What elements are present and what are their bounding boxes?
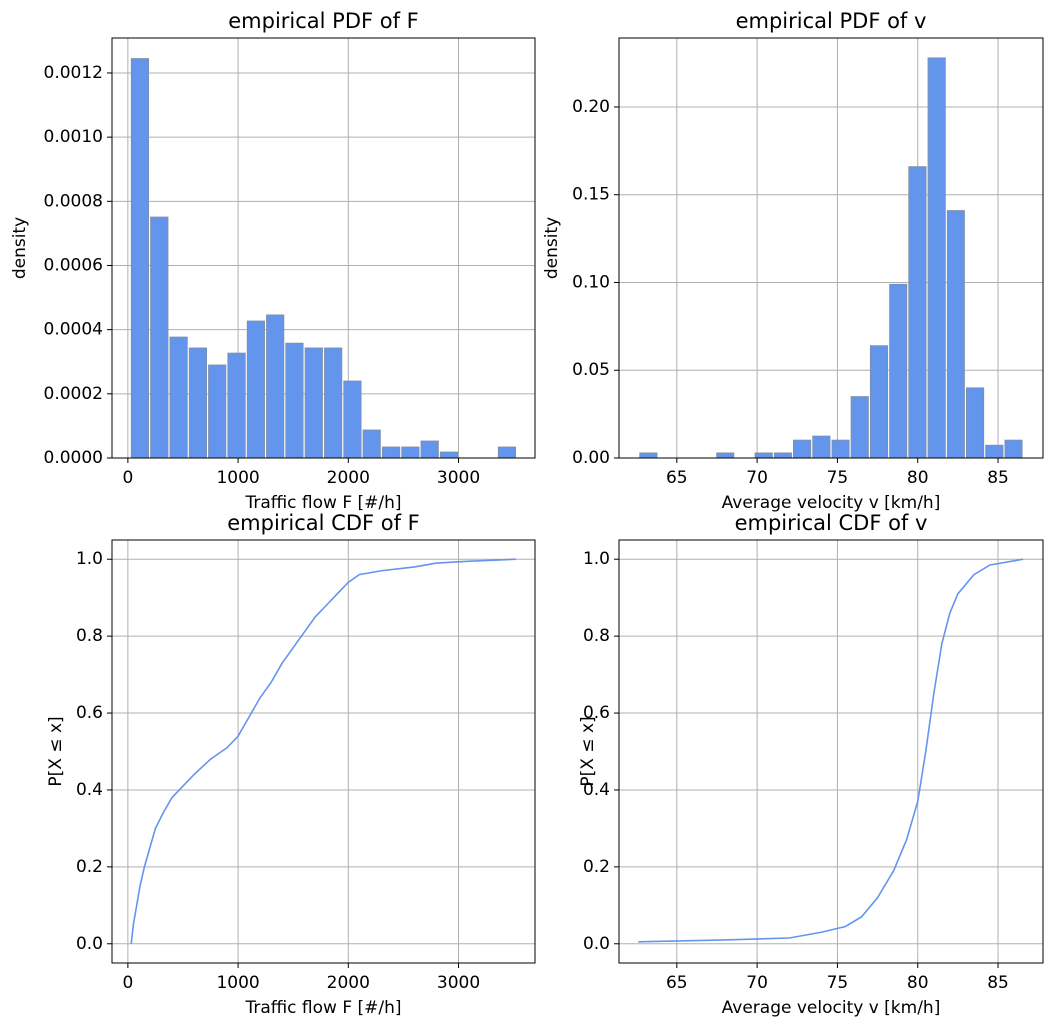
y-tick-label: 0.15	[572, 185, 610, 205]
bar	[927, 57, 946, 459]
y-axis-label: P[X ≤ x]	[578, 716, 598, 786]
y-tick-label: 0.6	[76, 703, 103, 723]
bar	[227, 352, 246, 459]
cdf-line	[130, 558, 516, 944]
bar	[266, 314, 285, 459]
bar	[401, 446, 420, 459]
bar	[946, 210, 965, 459]
bar	[908, 166, 927, 459]
bar	[439, 451, 459, 459]
bar	[889, 283, 908, 459]
x-tick-label: 85	[987, 973, 1009, 993]
bar	[381, 446, 401, 459]
y-tick-label: 0.0	[76, 934, 103, 954]
x-tick-label: 3000	[437, 468, 480, 488]
x-tick-label: 3000	[437, 973, 480, 993]
bar	[639, 452, 658, 459]
x-tick-label: 80	[907, 468, 929, 488]
axes-frame	[111, 539, 536, 964]
bar	[831, 439, 850, 459]
y-tick-label: 0.4	[583, 780, 610, 800]
y-tick-label: 0.0008	[44, 191, 103, 211]
bar	[773, 452, 792, 459]
bar	[1004, 439, 1023, 459]
y-tick-label: 0.0010	[44, 127, 103, 147]
axes-frame	[111, 37, 536, 459]
x-tick-label: 80	[907, 973, 929, 993]
bar	[850, 396, 869, 459]
y-axis-label: density	[542, 217, 562, 279]
bar	[304, 347, 323, 459]
x-tick-label: 65	[666, 468, 688, 488]
x-tick-label: 75	[827, 973, 849, 993]
y-tick-label: 0.05	[572, 360, 610, 380]
bar	[324, 347, 343, 459]
x-axis-label: Traffic flow F [#/h]	[244, 998, 401, 1018]
y-tick-label: 0.0000	[44, 448, 103, 468]
bar	[793, 439, 812, 459]
x-tick-label: 75	[827, 468, 849, 488]
axes-frame	[618, 539, 1044, 964]
x-tick-label: 1000	[216, 468, 259, 488]
y-tick-label: 0.8	[583, 626, 610, 646]
bar	[208, 364, 227, 459]
y-tick-label: 0.2	[76, 857, 103, 877]
bar	[985, 444, 1004, 459]
x-tick-label: 70	[746, 973, 768, 993]
x-axis-label: Traffic flow F [#/h]	[244, 493, 401, 513]
x-tick-label: 85	[987, 468, 1009, 488]
y-tick-label: 0.00	[572, 448, 610, 468]
bar	[362, 429, 381, 459]
cdf-line	[638, 558, 1024, 943]
y-axis-label: density	[10, 217, 30, 279]
bar	[285, 342, 304, 459]
x-tick-label: 70	[746, 468, 768, 488]
bar	[150, 216, 169, 459]
bar	[716, 452, 735, 459]
y-tick-label: 0.0004	[44, 320, 103, 340]
bar	[869, 345, 889, 459]
y-tick-label: 0.4	[76, 780, 103, 800]
y-axis-label: P[X ≤ x]	[46, 716, 66, 786]
x-tick-label: 2000	[327, 468, 370, 488]
chart-title: empirical PDF of F	[228, 9, 419, 33]
x-axis-label: Average velocity v [km/h]	[722, 998, 941, 1018]
x-tick-label: 0	[122, 973, 133, 993]
bar	[497, 446, 517, 459]
bar	[169, 336, 188, 459]
bar	[420, 440, 439, 459]
y-tick-label: 0.20	[572, 97, 610, 117]
y-tick-label: 1.0	[76, 549, 103, 569]
bar	[812, 435, 831, 459]
y-tick-label: 0.2	[583, 857, 610, 877]
y-tick-label: 0.0012	[44, 63, 103, 83]
bar	[130, 58, 150, 459]
y-tick-label: 0.0	[583, 934, 610, 954]
bar	[188, 347, 207, 459]
chart-title: empirical PDF of v	[736, 9, 927, 33]
x-axis-label: Average velocity v [km/h]	[722, 493, 941, 513]
x-tick-label: 65	[666, 973, 688, 993]
y-tick-label: 0.6	[583, 703, 610, 723]
bar	[343, 380, 362, 459]
bar	[246, 320, 265, 459]
x-tick-label: 0	[122, 468, 133, 488]
chart-title: empirical CDF of v	[735, 511, 928, 535]
y-tick-label: 1.0	[583, 549, 610, 569]
chart-title: empirical CDF of F	[227, 511, 420, 535]
y-tick-label: 0.0006	[44, 255, 103, 275]
x-tick-label: 2000	[327, 973, 370, 993]
axes-frame	[618, 37, 1044, 459]
x-tick-label: 1000	[216, 973, 259, 993]
y-tick-label: 0.0002	[44, 384, 103, 404]
y-tick-label: 0.8	[76, 626, 103, 646]
bar	[754, 452, 773, 459]
y-tick-label: 0.10	[572, 272, 610, 292]
bar	[965, 387, 985, 459]
